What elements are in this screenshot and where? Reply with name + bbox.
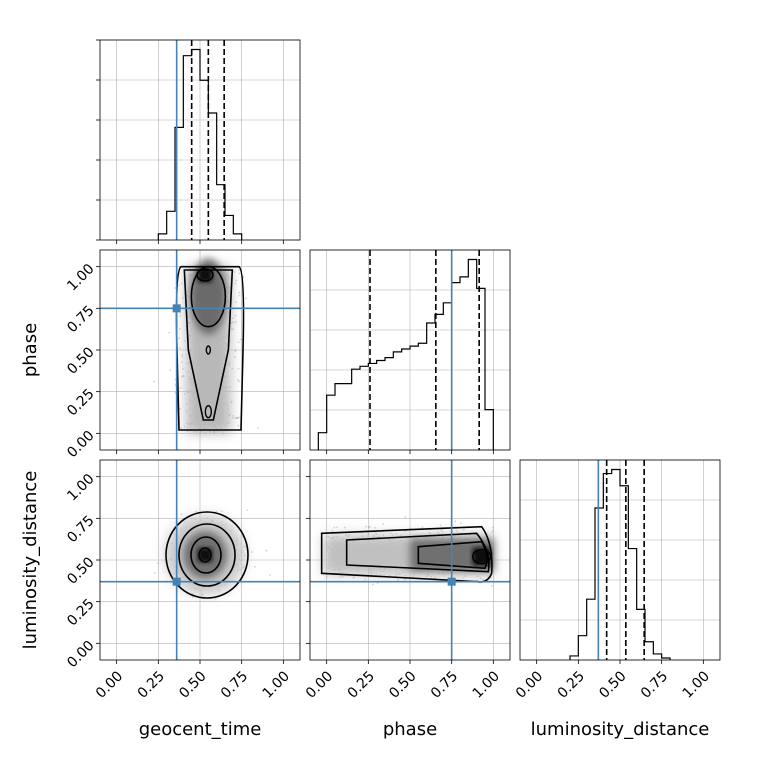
scatter-geocent_time_vs_phase-contour-mid <box>183 269 234 421</box>
x-axis-label-phase: phase <box>383 719 437 740</box>
y-tick-label-1-0: 0.00 <box>64 428 97 461</box>
scatter-geocent_time_vs_phase-contour-outer <box>175 265 245 431</box>
x-tick-label-1-0: 0.00 <box>303 668 336 701</box>
hist-phase-steps <box>317 258 494 450</box>
x-tick-label-0-4: 1.00 <box>260 668 293 701</box>
y-tick-label-1-2: 0.50 <box>64 344 97 377</box>
x-tick-label-2-4: 1.00 <box>680 668 713 701</box>
scatter-phase_vs_luminosity_distance-panel <box>306 459 511 664</box>
x-tick-label-0-1: 0.25 <box>135 668 168 701</box>
y-axis-label-luminosity_distance: luminosity_distance <box>20 471 41 650</box>
x-tick-label-0-3: 0.75 <box>218 668 251 701</box>
scatter-phase_vs_luminosity_distance-contour-core <box>471 548 492 565</box>
scatter-phase_vs_luminosity_distance-content <box>320 516 495 587</box>
scatter-geocent_time_vs_luminosity_distance-density-peak <box>198 548 212 562</box>
scatter-geocent_time_vs_phase-contour-core <box>196 268 214 282</box>
scatter-phase_vs_luminosity_distance-truth-marker <box>447 577 456 586</box>
x-tick-label-0-2: 0.50 <box>176 668 209 701</box>
x-tick-label-1-2: 0.50 <box>386 668 419 701</box>
y-tick-label-1-1: 0.25 <box>64 386 97 419</box>
scatter-geocent_time_vs_luminosity_distance-contour-mid <box>178 523 236 587</box>
hist-geocent_time-panel <box>96 39 301 244</box>
y-tick-label-1-3: 0.75 <box>64 303 97 336</box>
x-axis-label-geocent_time: geocent_time <box>139 719 262 740</box>
scatter-geocent_time_vs_luminosity_distance-contour-outer <box>165 511 249 599</box>
hist-geocent_time-steps <box>157 48 243 240</box>
y-tick-label-2-3: 0.75 <box>64 513 97 546</box>
x-tick-label-2-0: 0.00 <box>513 668 546 701</box>
y-tick-label-1-4: 1.00 <box>64 261 97 294</box>
hist-phase-panel <box>309 249 511 454</box>
x-tick-label-2-1: 0.25 <box>555 668 588 701</box>
x-axis-label-luminosity_distance: luminosity_distance <box>531 719 710 740</box>
y-tick-label-2-1: 0.25 <box>64 596 97 629</box>
y-axis-label-phase: phase <box>20 323 41 377</box>
scatter-geocent_time_vs_phase-contour-islet2 <box>204 404 213 419</box>
scatter-geocent_time_vs_phase-content <box>152 258 259 435</box>
x-tick-label-1-4: 1.00 <box>470 668 503 701</box>
scatter-phase_vs_luminosity_distance-contour-mid <box>345 532 490 573</box>
x-tick-label-1-3: 0.75 <box>428 668 461 701</box>
scatter-geocent_time_vs_phase-density-peak <box>198 268 212 282</box>
y-tick-label-2-2: 0.50 <box>64 554 97 587</box>
scatter-geocent_time_vs_luminosity_distance-contour-inner <box>190 536 222 574</box>
hist-luminosity_distance-steps <box>569 468 671 660</box>
scatter-geocent_time_vs_luminosity_distance-truth-marker <box>172 577 181 586</box>
scatter-geocent_time_vs_phase-contour-inner <box>190 265 227 328</box>
scatter-geocent_time_vs_phase-truth-marker <box>172 304 181 313</box>
y-tick-label-2-4: 1.00 <box>64 471 97 504</box>
scatter-geocent_time_vs_phase-contour-islet <box>205 345 212 355</box>
scatter-geocent_time_vs_luminosity_distance-contour-core <box>198 547 212 563</box>
scatter-geocent_time_vs_luminosity_distance-content <box>154 509 271 600</box>
x-tick-label-2-2: 0.50 <box>596 668 629 701</box>
y-tick-label-2-0: 0.00 <box>64 638 97 671</box>
hist-luminosity_distance-panel <box>519 459 721 664</box>
scatter-geocent_time_vs_luminosity_distance-panel <box>96 459 301 664</box>
x-tick-label-2-3: 0.75 <box>638 668 671 701</box>
scatter-geocent_time_vs_phase-panel <box>96 249 301 454</box>
scatter-phase_vs_luminosity_distance-contour-inner <box>417 540 488 570</box>
x-tick-label-1-1: 0.25 <box>345 668 378 701</box>
x-tick-label-0-0: 0.00 <box>93 668 126 701</box>
